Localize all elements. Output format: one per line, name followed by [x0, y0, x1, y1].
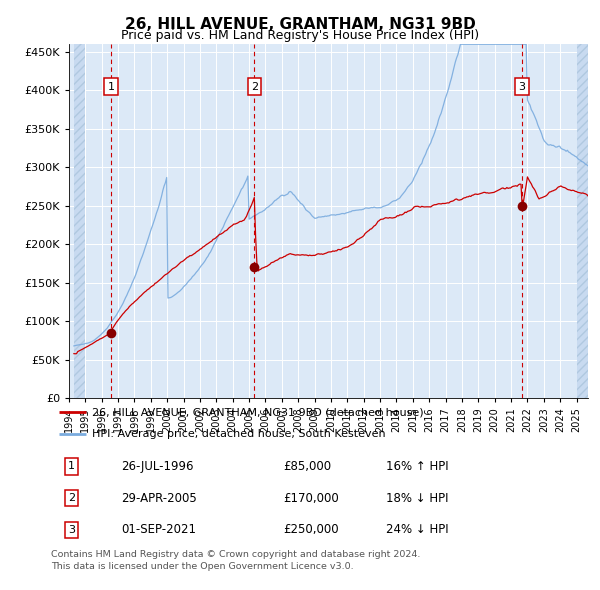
Text: 1: 1 — [68, 461, 75, 471]
Text: 24% ↓ HPI: 24% ↓ HPI — [386, 523, 448, 536]
Text: 01-SEP-2021: 01-SEP-2021 — [121, 523, 196, 536]
Text: 2: 2 — [68, 493, 75, 503]
Text: 16% ↑ HPI: 16% ↑ HPI — [386, 460, 448, 473]
Text: 3: 3 — [518, 81, 526, 91]
Text: £85,000: £85,000 — [283, 460, 331, 473]
Text: 29-APR-2005: 29-APR-2005 — [121, 491, 197, 504]
Text: HPI: Average price, detached house, South Kesteven: HPI: Average price, detached house, Sout… — [91, 430, 385, 440]
Text: 26-JUL-1996: 26-JUL-1996 — [121, 460, 194, 473]
Text: £250,000: £250,000 — [283, 523, 339, 536]
Bar — [577, 44, 588, 398]
Text: 2: 2 — [251, 81, 258, 91]
Text: Price paid vs. HM Land Registry's House Price Index (HPI): Price paid vs. HM Land Registry's House … — [121, 30, 479, 42]
Text: 1: 1 — [107, 81, 115, 91]
Text: 26, HILL AVENUE, GRANTHAM, NG31 9BD: 26, HILL AVENUE, GRANTHAM, NG31 9BD — [125, 17, 475, 31]
Text: Contains HM Land Registry data © Crown copyright and database right 2024.
This d: Contains HM Land Registry data © Crown c… — [51, 550, 421, 571]
Text: 26, HILL AVENUE, GRANTHAM, NG31 9BD (detached house): 26, HILL AVENUE, GRANTHAM, NG31 9BD (det… — [91, 407, 423, 417]
Text: 3: 3 — [68, 525, 75, 535]
Text: 18% ↓ HPI: 18% ↓ HPI — [386, 491, 448, 504]
Text: £170,000: £170,000 — [283, 491, 339, 504]
Bar — [74, 44, 85, 398]
